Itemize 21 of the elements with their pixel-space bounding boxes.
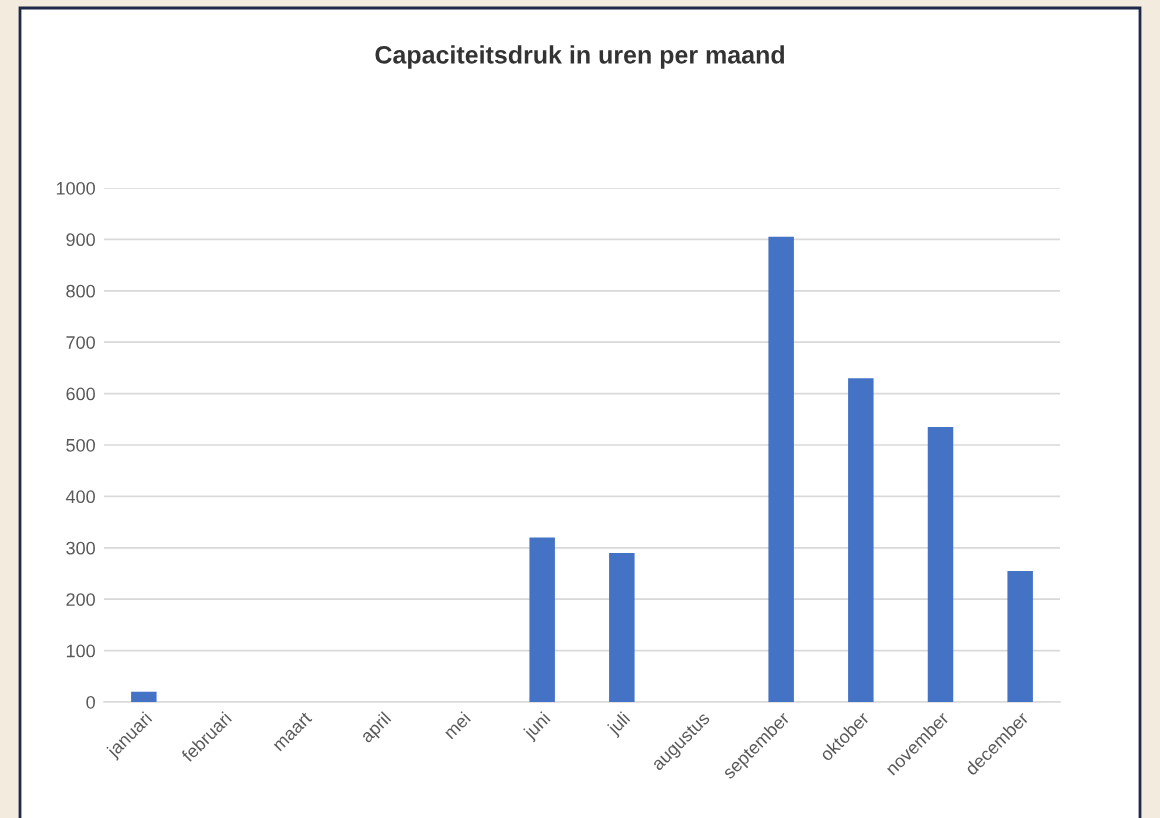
bar	[609, 552, 635, 702]
y-tick-label: 700	[66, 336, 95, 349]
y-tick-label: 800	[66, 284, 95, 298]
bar	[131, 691, 157, 702]
bar	[768, 236, 794, 702]
chart-title: Capaciteitsdruk in uren per maand	[375, 45, 784, 69]
y-tick-label: 900	[66, 233, 95, 247]
y-tick-label: 400	[65, 490, 95, 504]
bar	[927, 427, 954, 702]
y-tick-label: 100	[66, 644, 95, 658]
bar	[1007, 570, 1033, 702]
y-tick-label: 600	[66, 387, 95, 401]
y-tick-label: 200	[66, 593, 95, 606]
y-tick-label: 0	[86, 695, 95, 709]
x-tick-label: mei	[442, 711, 472, 740]
y-tick-label: 1000	[56, 181, 95, 195]
y-tick-label: 300	[66, 541, 95, 555]
x-tick-label: juli	[605, 711, 633, 739]
y-tick-label: 500	[66, 438, 95, 452]
bar	[848, 378, 874, 702]
bar	[529, 537, 555, 702]
